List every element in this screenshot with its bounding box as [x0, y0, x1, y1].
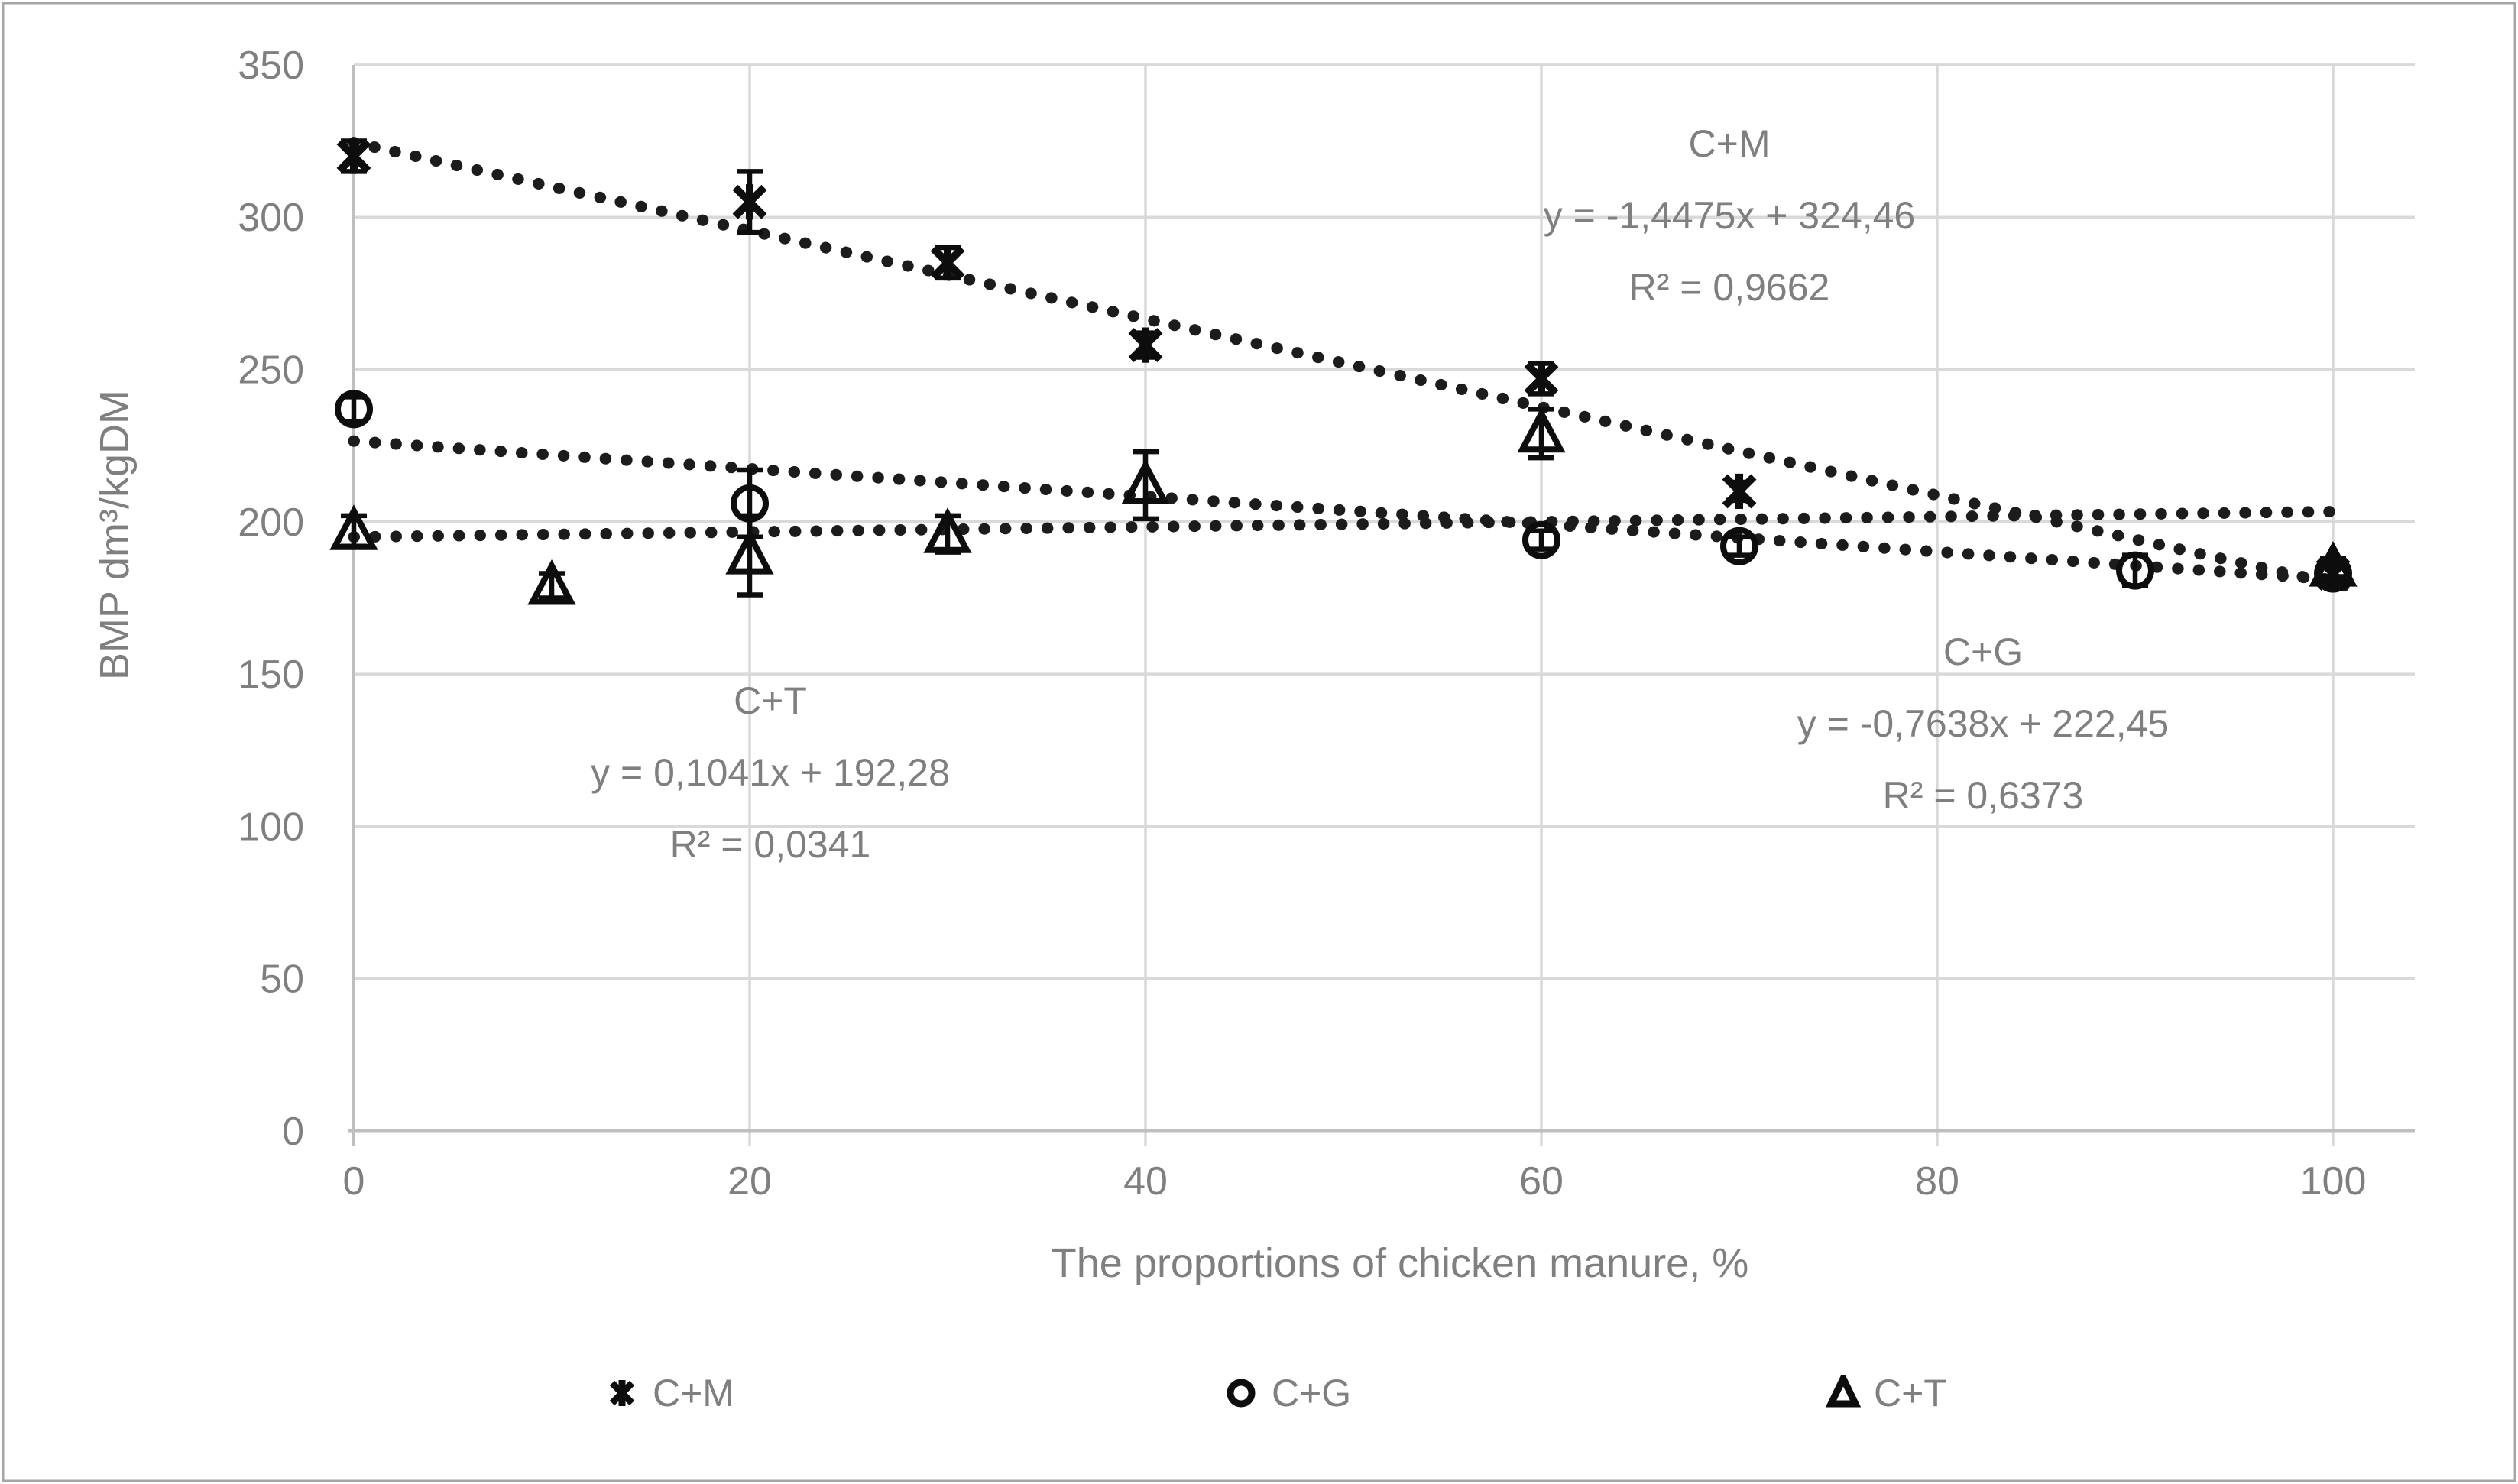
- trendline-cg: [348, 435, 2355, 587]
- annotation-cm-equation: y = -1,4475x + 324,46: [1543, 194, 1916, 237]
- triangle-marker-shape: [1121, 458, 1170, 504]
- triangle-marker-shape: [329, 504, 378, 550]
- asterisk-marker-shape: [930, 245, 965, 280]
- annotation-cg: C+G y = -0,7638x + 222,45 R² = 0,6373: [1797, 616, 2169, 831]
- trendline-cm: [348, 137, 2355, 593]
- triangle-marker: [329, 504, 378, 550]
- y-tick-label-50: 50: [260, 957, 304, 1002]
- annotation-cg-equation: y = -0,7638x + 222,45: [1797, 702, 2170, 745]
- legend-item-cg: C+G: [1223, 1371, 1351, 1415]
- x-tick-label-80: 80: [1915, 1159, 1959, 1204]
- circle-legend-shape: [1227, 1379, 1256, 1408]
- annotation-ct-r2: R² = 0,0341: [669, 823, 871, 866]
- annotation-cm: C+M y = -1,4475x + 324,46 R² = 0,9662: [1544, 108, 1915, 323]
- asterisk-marker-icon: [604, 1375, 640, 1411]
- y-tick-label-350: 350: [238, 44, 304, 88]
- annotation-ct-equation: y = 0,1041x + 192,28: [591, 751, 950, 794]
- circle-marker-shape: [1522, 520, 1560, 559]
- triangle-marker: [1121, 458, 1170, 504]
- circle-legend-glyph: [1227, 1379, 1256, 1408]
- triangle-marker-shape: [923, 507, 972, 553]
- y-tick-label-100: 100: [238, 805, 304, 849]
- trendline-ct: [348, 505, 2355, 543]
- triangle-marker-icon: [1825, 1375, 1862, 1411]
- triangle-marker-shape: [725, 529, 774, 575]
- legend-label: C+G: [1272, 1372, 1352, 1414]
- circle-marker: [1720, 527, 1758, 565]
- legend-label: C+M: [653, 1372, 734, 1414]
- annotation-cg-r2: R² = 0,6373: [1882, 774, 2084, 817]
- annotation-cm-r2: R² = 0,9662: [1628, 266, 1830, 309]
- x-axis-title: The proportions of chicken manure, %: [1051, 1240, 1749, 1286]
- triangle-legend-shape: [1825, 1375, 1862, 1408]
- y-tick-label-0: 0: [282, 1110, 304, 1154]
- annotation-cm-title: C+M: [1688, 122, 1771, 165]
- legend-item-ct: C+T: [1825, 1371, 1947, 1415]
- annotation-ct: C+T y = 0,1041x + 192,28 R² = 0,0341: [591, 665, 950, 880]
- y-axis-title: BMP dm³/kgDM: [92, 389, 138, 681]
- circle-marker-shape: [731, 484, 769, 523]
- asterisk-marker-shape: [1722, 474, 1757, 509]
- triangle-marker-shape: [2309, 541, 2358, 587]
- asterisk-marker-shape: [336, 139, 371, 173]
- triangle-marker: [1517, 407, 1566, 453]
- circle-marker: [2116, 551, 2154, 590]
- circle-marker: [335, 390, 373, 429]
- triangle-marker: [725, 529, 774, 575]
- annotation-ct-title: C+T: [734, 679, 807, 722]
- triangle-marker: [2309, 541, 2358, 587]
- x-tick-label-60: 60: [1519, 1159, 1564, 1204]
- x-tick-label-0: 0: [343, 1159, 365, 1204]
- y-tick-label-150: 150: [238, 653, 304, 697]
- triangle-marker: [527, 559, 576, 605]
- asterisk-marker: [336, 138, 371, 174]
- y-tick-label-300: 300: [238, 196, 304, 240]
- asterisk-legend-glyph: [609, 1380, 635, 1406]
- circle-marker-shape: [1720, 527, 1758, 565]
- circle-marker-shape: [2116, 551, 2154, 590]
- circle-marker-shape: [335, 390, 373, 429]
- asterisk-marker-shape: [1128, 328, 1163, 363]
- x-tick-label-100: 100: [2300, 1159, 2367, 1204]
- asterisk-marker: [1128, 327, 1163, 363]
- asterisk-marker-shape: [732, 184, 767, 219]
- annotation-cg-title: C+G: [1943, 630, 2024, 673]
- y-tick-label-200: 200: [238, 501, 304, 545]
- legend-item-cm: C+M: [604, 1371, 734, 1415]
- x-tick-label-40: 40: [1123, 1159, 1168, 1204]
- triangle-marker-shape: [527, 559, 576, 605]
- y-tick-label-250: 250: [238, 348, 304, 393]
- asterisk-marker: [732, 184, 767, 220]
- asterisk-legend-shape: [609, 1380, 635, 1406]
- asterisk-marker-shape: [1524, 361, 1559, 396]
- x-tick-label-20: 20: [728, 1159, 772, 1204]
- circle-marker: [1522, 520, 1560, 559]
- circle-marker-icon: [1223, 1375, 1259, 1411]
- asterisk-marker: [1524, 361, 1559, 397]
- asterisk-marker: [930, 245, 965, 281]
- triangle-marker: [923, 507, 972, 553]
- circle-marker: [731, 484, 769, 523]
- triangle-legend-glyph: [1825, 1375, 1862, 1408]
- asterisk-marker: [1722, 473, 1757, 510]
- legend-label: C+T: [1874, 1372, 1947, 1414]
- triangle-marker-shape: [1517, 407, 1566, 453]
